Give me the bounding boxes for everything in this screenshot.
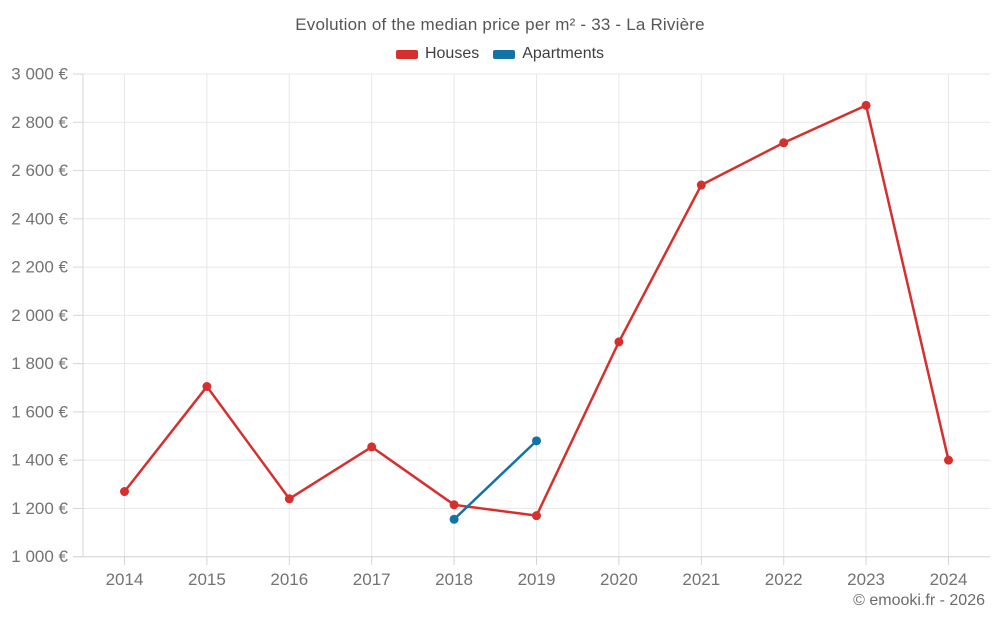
legend-label-apartments: Apartments (522, 45, 605, 62)
y-tick-label: 2 000 € (11, 306, 68, 325)
data-point-houses-2018 (449, 500, 459, 510)
y-tick-label: 1 400 € (11, 451, 68, 470)
y-tick-label: 2 600 € (11, 161, 68, 180)
y-tick-label: 1 800 € (11, 354, 68, 373)
x-tick-label: 2022 (765, 570, 803, 589)
y-tick-label: 2 800 € (11, 113, 68, 132)
y-tick-label: 1 600 € (11, 402, 68, 421)
copyright-text: © emooki.fr - 2026 (853, 592, 985, 609)
data-point-houses-2019 (532, 511, 541, 521)
data-point-apartments-2018 (449, 514, 459, 524)
y-tick-label: 3 000 € (11, 65, 68, 84)
chart-title: Evolution of the median price per m² - 3… (295, 15, 705, 34)
data-point-houses-2014 (120, 487, 129, 497)
legend-swatch-houses (395, 49, 418, 59)
data-point-houses-2017 (367, 442, 377, 452)
x-tick-label: 2016 (270, 570, 308, 589)
x-tick-label: 2020 (600, 570, 638, 589)
x-tick-label: 2018 (435, 570, 473, 589)
legend-item-houses[interactable]: Houses (395, 45, 480, 63)
legend-item-apartments[interactable]: Apartments (493, 45, 604, 63)
y-tick-label: 2 200 € (11, 258, 68, 277)
x-tick-label: 2014 (106, 570, 144, 589)
data-point-houses-2020 (614, 337, 624, 347)
x-tick-label: 2019 (518, 570, 556, 589)
y-tick-label: 1 000 € (11, 547, 68, 566)
x-tick-label: 2015 (188, 570, 226, 589)
x-tick-label: 2017 (353, 570, 391, 589)
x-tick-label: 2021 (682, 570, 720, 589)
y-tick-label: 1 200 € (11, 499, 68, 518)
data-point-houses-2016 (284, 494, 294, 504)
data-point-houses-2023 (861, 100, 871, 110)
series-line-apartments (452, 439, 538, 521)
x-tick-label: 2023 (847, 570, 885, 589)
x-tick-label: 2024 (930, 570, 968, 589)
legend-swatch-apartments (493, 49, 516, 59)
data-point-houses-2022 (779, 138, 789, 148)
chart-legend: Houses Apartments (0, 45, 1000, 63)
data-point-houses-2024 (944, 455, 953, 465)
data-point-apartments-2019 (532, 436, 541, 446)
legend-label-houses: Houses (424, 45, 480, 62)
data-point-houses-2021 (696, 180, 706, 190)
y-tick-label: 2 400 € (11, 209, 68, 228)
data-point-houses-2015 (202, 382, 212, 392)
